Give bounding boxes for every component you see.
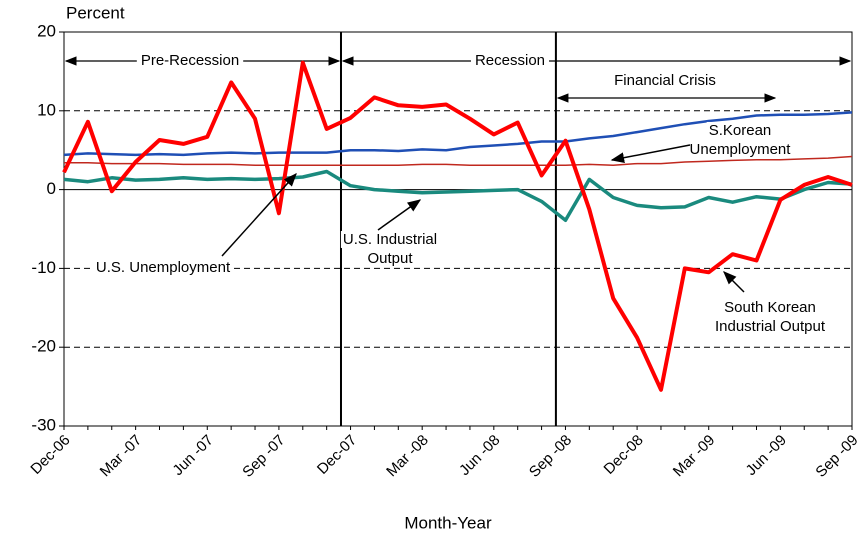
- x-tick-label: Jun -07: [169, 432, 216, 479]
- annotation: Output: [367, 250, 413, 267]
- annotation-arrow: [377, 199, 422, 231]
- y-axis-title: Percent: [66, 3, 125, 22]
- y-tick-label: -10: [31, 258, 56, 277]
- series-line: [62, 60, 853, 392]
- annotation: Unemployment: [690, 141, 792, 158]
- period-label: Recession: [475, 52, 545, 69]
- annotation: Industrial Output: [715, 318, 826, 335]
- y-tick-label: 20: [37, 21, 56, 40]
- annotation-arrow: [610, 144, 691, 164]
- period-label: Financial Crisis: [614, 72, 716, 89]
- y-tick-label: -20: [31, 337, 56, 356]
- y-tick-label: 10: [37, 100, 56, 119]
- period-label: Pre-Recession: [141, 52, 239, 69]
- x-tick-label: Sep -09: [812, 432, 861, 481]
- label-bg: [712, 317, 828, 335]
- annotation: South Korean: [724, 299, 816, 316]
- annotation: U.S. Unemployment: [96, 259, 231, 276]
- label-bg: [470, 51, 550, 69]
- x-tick-label: Jun -09: [743, 432, 790, 479]
- annotation: S.Korean: [709, 122, 772, 139]
- x-tick-label: Dec-07: [314, 432, 360, 478]
- label-bg: [706, 121, 774, 139]
- label-bg: [365, 249, 416, 267]
- annotation-arrow: [723, 271, 745, 293]
- x-tick-label: Jun -08: [456, 432, 503, 479]
- label-bg: [93, 258, 233, 276]
- label-bg: [687, 140, 794, 158]
- y-tick-label: -30: [31, 415, 56, 434]
- label-bg: [722, 298, 818, 316]
- x-axis-title: Month-Year: [404, 513, 492, 532]
- annotation: U.S. Industrial: [343, 231, 437, 248]
- x-tick-label: Sep -08: [526, 432, 575, 481]
- x-tick-label: Dec-08: [601, 432, 647, 478]
- annotation-arrow: [221, 172, 297, 257]
- x-tick-label: Mar -08: [383, 432, 432, 481]
- series-line: [64, 155, 853, 166]
- x-tick-label: Sep -07: [239, 432, 288, 481]
- x-tick-label: Dec-06: [27, 432, 73, 478]
- x-tick-label: Mar -07: [97, 432, 146, 481]
- label-bg: [136, 51, 244, 69]
- series-line: [63, 169, 853, 223]
- plot-frame: [63, 31, 853, 427]
- label-bg: [340, 230, 440, 248]
- series-line: [63, 111, 853, 157]
- y-tick-label: 0: [47, 179, 56, 198]
- x-tick-label: Mar -09: [670, 432, 719, 481]
